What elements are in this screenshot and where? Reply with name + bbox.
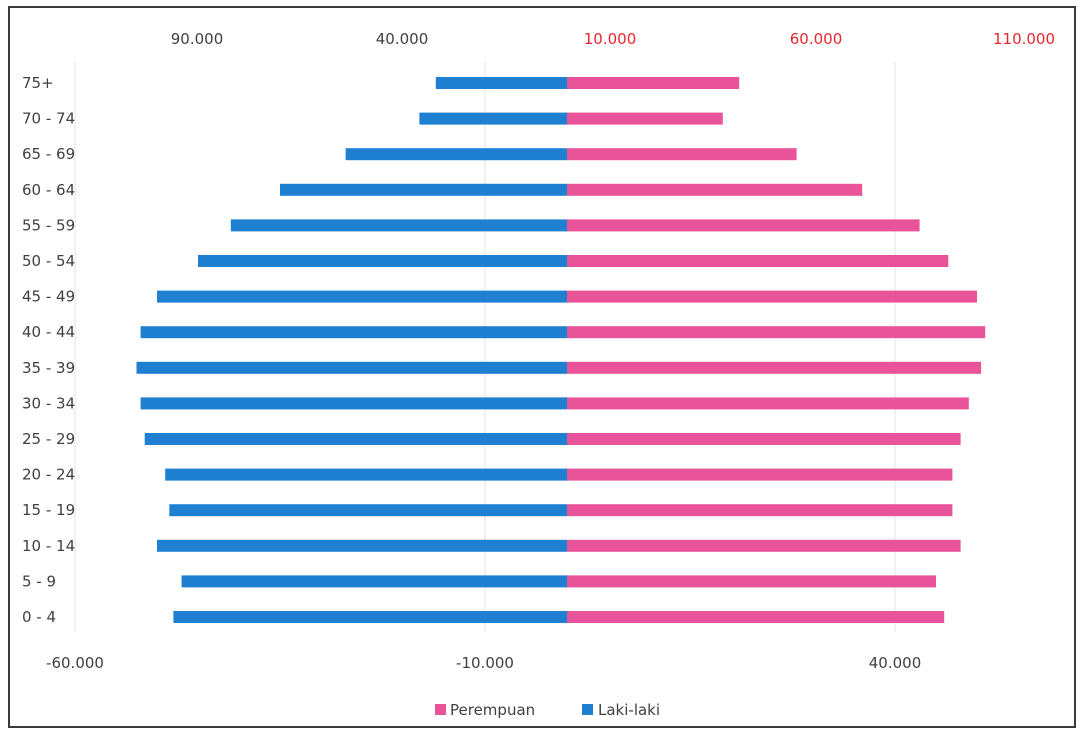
category-label: 35 - 39	[22, 359, 75, 377]
bar-laki-laki	[198, 255, 567, 267]
category-label: 15 - 19	[22, 501, 75, 519]
bar-laki-laki	[157, 539, 567, 552]
bar-perempuan	[567, 539, 961, 552]
bar-perempuan	[567, 504, 953, 517]
bar-perempuan	[567, 77, 740, 89]
category-label: 75+	[22, 74, 54, 92]
bottom-tick-label: -60.000	[46, 654, 104, 672]
category-label: 55 - 59	[22, 216, 75, 234]
top-axis-ticks: 90.000 40.000 10.000 60.000 110.000	[171, 30, 1055, 48]
legend: Perempuan Laki-laki	[435, 701, 660, 719]
bar-laki-laki	[169, 504, 568, 517]
bar-perempuan	[567, 148, 797, 161]
top-tick-label: 60.000	[790, 30, 843, 48]
bar-laki-laki	[280, 183, 567, 196]
legend-label-laki-laki: Laki-laki	[598, 701, 660, 719]
bar-perempuan	[567, 575, 936, 588]
category-labels: 75+ 70 - 74 65 - 69 60 - 64 55 - 59 50 - 54 45…	[22, 74, 75, 626]
legend-swatch-perempuan	[435, 704, 446, 715]
bottom-tick-label: -10.000	[456, 654, 514, 672]
category-label: 45 - 49	[22, 288, 75, 306]
legend-swatch-laki-laki	[582, 704, 593, 715]
bar-laki-laki	[165, 468, 567, 481]
bar-laki-laki	[157, 290, 567, 303]
bar-perempuan	[567, 255, 949, 267]
bar-perempuan	[567, 326, 986, 339]
bar-laki-laki	[140, 397, 567, 410]
bar-perempuan	[567, 183, 863, 196]
bars	[136, 77, 986, 623]
bar-laki-laki	[136, 361, 567, 374]
category-label: 10 - 14	[22, 537, 75, 555]
top-tick-label: 90.000	[171, 30, 224, 48]
category-label: 40 - 44	[22, 323, 75, 341]
legend-label-perempuan: Perempuan	[450, 701, 535, 719]
category-label: 25 - 29	[22, 430, 75, 448]
bar-perempuan	[567, 361, 982, 374]
bar-laki-laki	[140, 326, 567, 339]
bar-laki-laki	[230, 219, 568, 232]
bar-laki-laki	[144, 433, 567, 445]
category-label: 60 - 64	[22, 181, 75, 199]
bar-laki-laki	[173, 611, 567, 623]
category-label: 50 - 54	[22, 252, 75, 270]
bar-perempuan	[567, 290, 977, 303]
bar-perempuan	[567, 433, 961, 445]
bar-laki-laki	[345, 148, 567, 161]
bar-laki-laki	[419, 112, 567, 125]
bar-perempuan	[567, 219, 920, 232]
category-label: 65 - 69	[22, 145, 75, 163]
bar-perempuan	[567, 397, 969, 410]
bottom-tick-label: 40.000	[869, 654, 922, 672]
category-label: 20 - 24	[22, 466, 75, 484]
bar-perempuan	[567, 611, 945, 623]
top-tick-label: 110.000	[993, 30, 1055, 48]
bar-perempuan	[567, 112, 723, 125]
bar-perempuan	[567, 468, 953, 481]
category-label: 5 - 9	[22, 572, 56, 590]
bar-laki-laki	[181, 575, 567, 588]
bar-laki-laki	[435, 77, 567, 89]
top-tick-label: 40.000	[376, 30, 429, 48]
category-label: 70 - 74	[22, 110, 75, 128]
category-label: 30 - 34	[22, 394, 75, 412]
category-label: 0 - 4	[22, 608, 56, 626]
top-tick-label: 10.000	[584, 30, 637, 48]
